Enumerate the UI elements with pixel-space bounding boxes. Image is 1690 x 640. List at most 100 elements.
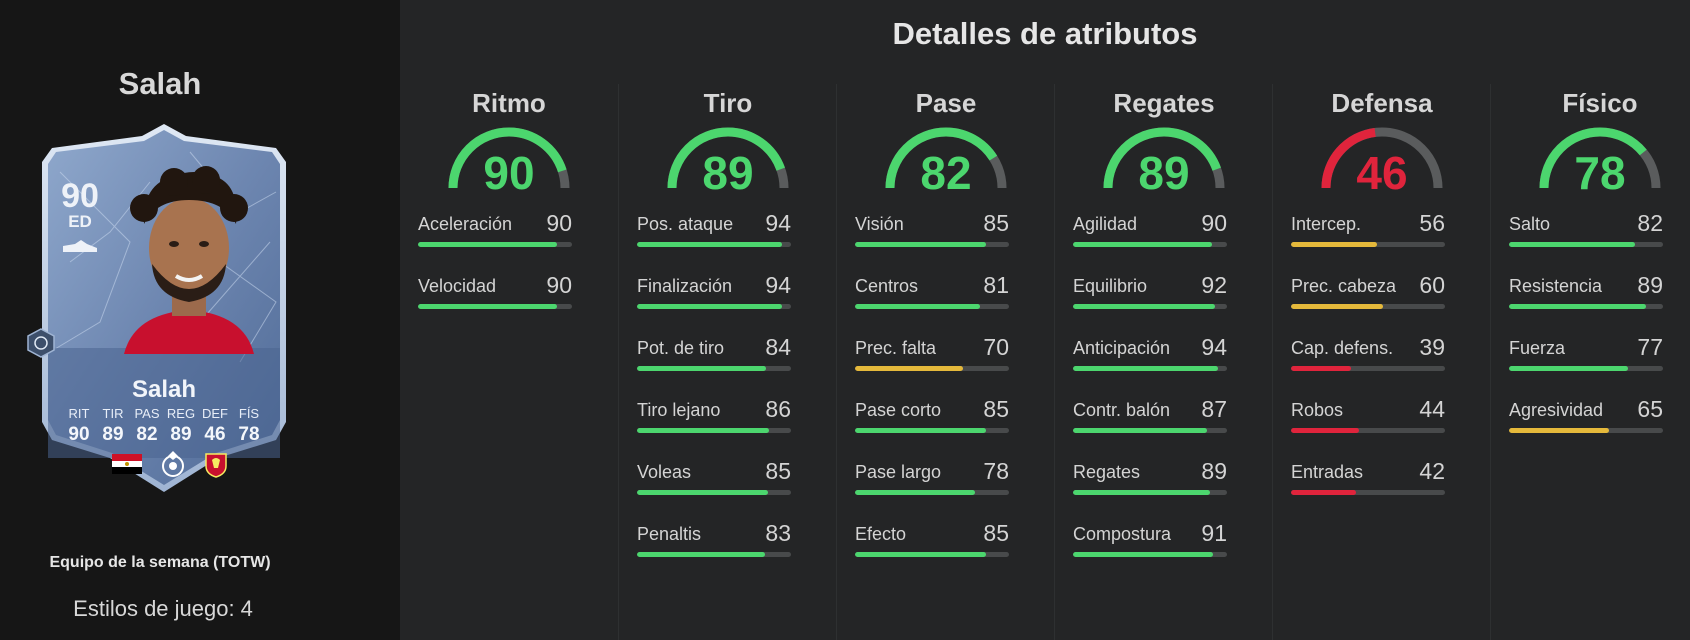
attribute-label: Visión	[855, 214, 904, 234]
attribute-label: Voleas	[637, 462, 692, 482]
attribute-bar-fill	[855, 304, 980, 309]
attribute-bar-fill	[1291, 490, 1356, 495]
card-stat-label: TIR	[102, 406, 124, 421]
attribute-row[interactable]: Pot. de tiro 84	[637, 334, 791, 378]
attribute-bar-fill	[637, 552, 765, 557]
card-stat: TIR 89	[96, 406, 130, 446]
attribute-row[interactable]: Efecto 85	[855, 520, 1009, 564]
attribute-value: 70	[983, 334, 1009, 360]
attribute-row[interactable]: Robos 44	[1291, 396, 1445, 440]
attribute-label: Penaltis	[637, 524, 702, 544]
attribute-row[interactable]: Pos. ataque 94	[637, 210, 791, 254]
attribute-value: 90	[546, 272, 572, 298]
attribute-value: 94	[765, 210, 791, 236]
attribute-row[interactable]: Aceleración 90	[418, 210, 572, 254]
category-title: Defensa	[1331, 88, 1433, 118]
attribute-bar	[855, 552, 1009, 557]
attribute-bar-fill	[1291, 428, 1359, 433]
attribute-value: 85	[983, 520, 1009, 546]
attribute-bar-fill	[637, 490, 768, 495]
category-gauge: 89	[1100, 126, 1228, 199]
attribute-row[interactable]: Resistencia 89	[1509, 272, 1663, 316]
attribute-row[interactable]: Salto 82	[1509, 210, 1663, 254]
attribute-bar-fill	[855, 366, 963, 371]
gauge-fill	[1539, 127, 1661, 189]
playstyles-count: 4	[240, 596, 253, 621]
attribute-row[interactable]: Pase corto 85	[855, 396, 1009, 440]
attribute-row[interactable]: Fuerza 77	[1509, 334, 1663, 378]
attribute-row[interactable]: Compostura 91	[1073, 520, 1227, 564]
attribute-row[interactable]: Pase largo 78	[855, 458, 1009, 502]
playstyles-label: Estilos de juego:	[73, 596, 235, 621]
attribute-row[interactable]: Voleas 85	[637, 458, 791, 502]
attribute-row[interactable]: Centros 81	[855, 272, 1009, 316]
attribute-label: Pase largo	[855, 462, 942, 482]
attribute-row[interactable]: Cap. defens. 39	[1291, 334, 1445, 378]
attribute-row[interactable]: Prec. falta 70	[855, 334, 1009, 378]
gauge-fill	[885, 127, 1007, 189]
card-stat: REG 89	[164, 406, 198, 446]
liverpool-crest-icon	[205, 453, 227, 478]
attribute-bar	[855, 242, 1009, 247]
gauge-arc-icon	[448, 127, 570, 189]
gauge-arc-icon	[1321, 127, 1443, 189]
attribute-bar	[1291, 490, 1445, 495]
attribute-value: 92	[1201, 272, 1227, 298]
attribute-row[interactable]: Finalización 94	[637, 272, 791, 316]
attribute-bar	[1073, 366, 1227, 371]
attribute-bar	[637, 242, 791, 247]
category-title: Ritmo	[472, 88, 546, 118]
card-stat-value: 78	[238, 424, 260, 445]
attribute-bar-fill	[1073, 366, 1218, 371]
attribute-value: 82	[1637, 210, 1663, 236]
attribute-row[interactable]: Visión 85	[855, 210, 1009, 254]
card-stat-value: 89	[102, 424, 124, 445]
category-gauge: 46	[1318, 126, 1446, 199]
attribute-bar-fill	[855, 242, 986, 247]
card-stat-label: FÍS	[238, 406, 260, 421]
attribute-row[interactable]: Anticipación 94	[1073, 334, 1227, 378]
category-gauge: 89	[664, 126, 792, 199]
attribute-value: 39	[1419, 334, 1445, 360]
attribute-value: 85	[983, 210, 1009, 236]
attribute-row[interactable]: Intercep. 56	[1291, 210, 1445, 254]
attribute-label: Entradas	[1291, 462, 1364, 482]
card-stat-value: 90	[68, 424, 90, 445]
attribute-row[interactable]: Tiro lejano 86	[637, 396, 791, 440]
attribute-row[interactable]: Regates 89	[1073, 458, 1227, 502]
attribute-bar-fill	[855, 552, 986, 557]
attribute-row[interactable]: Penaltis 83	[637, 520, 791, 564]
attribute-row[interactable]: Contr. balón 87	[1073, 396, 1227, 440]
attribute-value: 89	[1637, 272, 1663, 298]
attribute-value: 44	[1419, 396, 1445, 422]
attribute-label: Agilidad	[1073, 214, 1138, 234]
attribute-row[interactable]: Equilibrio 92	[1073, 272, 1227, 316]
attribute-bar	[637, 490, 791, 495]
category-defensa: Defensa 46 Intercep. 56 Prec. cabeza 60 Cap. d…	[1272, 84, 1490, 640]
attribute-row[interactable]: Velocidad 90	[418, 272, 572, 316]
attribute-row[interactable]: Agilidad 90	[1073, 210, 1227, 254]
player-card[interactable]: 90 ED Salah RIT 90 TIR 89 PAS 82 REG 89 DEF 4…	[40, 122, 288, 494]
attribute-value: 83	[765, 520, 791, 546]
card-stat-value: 82	[136, 424, 158, 445]
attribute-label: Contr. balón	[1073, 400, 1171, 420]
category-title: Tiro	[703, 88, 753, 118]
attribute-row[interactable]: Entradas 42	[1291, 458, 1445, 502]
player-photo-icon	[124, 166, 254, 354]
attribute-bar-fill	[1073, 304, 1215, 309]
attribute-bar-fill	[637, 242, 782, 247]
attribute-label: Prec. falta	[855, 338, 937, 358]
attribute-bar	[1509, 428, 1663, 433]
attribute-row[interactable]: Prec. cabeza 60	[1291, 272, 1445, 316]
playstyles-info[interactable]: Estilos de juego: 4	[0, 596, 320, 622]
attribute-bar-fill	[1291, 242, 1378, 247]
gauge-arc-icon	[667, 127, 789, 189]
attribute-bar	[1291, 242, 1445, 247]
category-gauge: 78	[1536, 126, 1664, 199]
attribute-bar	[1291, 304, 1445, 309]
attribute-bar-fill	[1073, 242, 1212, 247]
attribute-row[interactable]: Agresividad 65	[1509, 396, 1663, 440]
card-stat: DEF 46	[198, 406, 232, 446]
evolution-badge-icon[interactable]	[26, 328, 56, 358]
card-rating: 90	[61, 177, 99, 215]
